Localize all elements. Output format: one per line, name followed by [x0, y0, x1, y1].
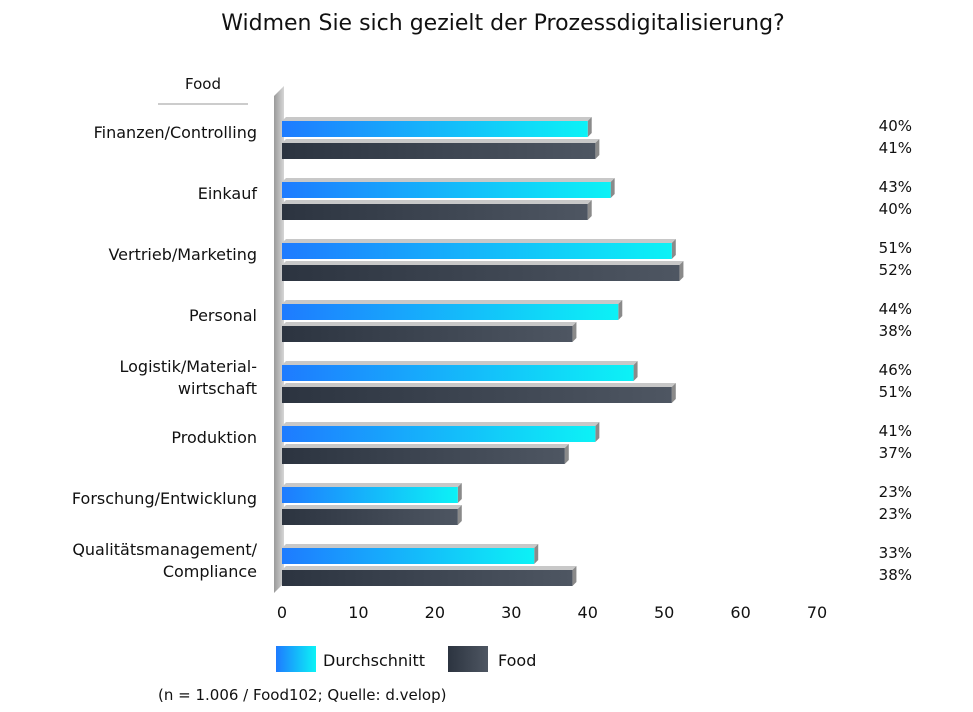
bar-durchschnitt-1 — [282, 178, 615, 198]
x-tick-50: 50 — [654, 603, 674, 622]
bars-group — [282, 117, 684, 586]
value-label-durchschnitt-5: 41% — [879, 422, 912, 440]
legend-swatch-durchschnitt — [276, 646, 316, 672]
bar-food-4 — [282, 383, 676, 403]
x-tick-20: 20 — [425, 603, 445, 622]
x-tick-30: 30 — [501, 603, 521, 622]
value-label-durchschnitt-0: 40% — [879, 117, 912, 135]
category-label-2: Vertrieb/Marketing — [108, 245, 257, 264]
bar-durchschnitt-6 — [282, 483, 462, 503]
subheading: Food — [185, 75, 221, 93]
category-label-0: Finanzen/Controlling — [94, 123, 257, 142]
value-label-food-7: 38% — [879, 566, 912, 584]
bar-durchschnitt-3 — [282, 300, 623, 320]
legend: Durchschnitt Food — [276, 646, 536, 672]
x-tick-0: 0 — [277, 603, 287, 622]
category-label-5: Produktion — [171, 428, 257, 447]
value-label-durchschnitt-2: 51% — [879, 239, 912, 257]
bar-durchschnitt-4 — [282, 361, 638, 381]
value-label-durchschnitt-1: 43% — [879, 178, 912, 196]
category-label-3: Personal — [189, 306, 257, 325]
bar-food-0 — [282, 139, 600, 159]
category-label-7: Qualitätsmanagement/Compliance — [72, 540, 257, 581]
value-label-food-6: 23% — [879, 505, 912, 523]
category-label-4: Logistik/Material-wirtschaft — [119, 357, 257, 398]
x-axis-ticks: 0 10 20 30 40 50 60 70 — [277, 603, 827, 622]
value-label-durchschnitt-3: 44% — [879, 300, 912, 318]
chart-title: Widmen Sie sich gezielt der Prozessdigit… — [221, 11, 785, 36]
bar-durchschnitt-0 — [282, 117, 592, 137]
legend-label-food: Food — [498, 651, 536, 670]
value-label-durchschnitt-6: 23% — [879, 483, 912, 501]
legend-label-durchschnitt: Durchschnitt — [323, 651, 425, 670]
value-labels: 40% 41% 43% 40% 51% 52% 44% 38% 46% 51% 41% 37% 23% 2… — [879, 117, 912, 584]
x-tick-40: 40 — [578, 603, 598, 622]
bar-food-3 — [282, 322, 577, 342]
axis-wall — [274, 86, 284, 593]
bar-durchschnitt-5 — [282, 422, 600, 442]
value-label-food-5: 37% — [879, 444, 912, 462]
x-tick-70: 70 — [807, 603, 827, 622]
category-label-1: Einkauf — [198, 184, 258, 203]
value-label-food-3: 38% — [879, 322, 912, 340]
bar-food-5 — [282, 444, 569, 464]
bar-food-1 — [282, 200, 592, 220]
source-note: (n = 1.006 / Food102; Quelle: d.velop) — [158, 686, 446, 704]
category-label-6: Forschung/Entwicklung — [72, 489, 257, 508]
legend-swatch-food — [448, 646, 488, 672]
x-tick-60: 60 — [730, 603, 750, 622]
value-label-durchschnitt-4: 46% — [879, 361, 912, 379]
x-tick-10: 10 — [348, 603, 368, 622]
bar-food-7 — [282, 566, 577, 586]
bar-durchschnitt-7 — [282, 544, 539, 564]
value-label-food-1: 40% — [879, 200, 912, 218]
value-label-food-2: 52% — [879, 261, 912, 279]
bar-food-2 — [282, 261, 684, 281]
value-label-durchschnitt-7: 33% — [879, 544, 912, 562]
category-labels: Finanzen/Controlling Einkauf Vertrieb/Mark… — [72, 123, 258, 581]
value-label-food-0: 41% — [879, 139, 912, 157]
value-label-food-4: 51% — [879, 383, 912, 401]
bar-durchschnitt-2 — [282, 239, 676, 259]
bar-food-6 — [282, 505, 462, 525]
